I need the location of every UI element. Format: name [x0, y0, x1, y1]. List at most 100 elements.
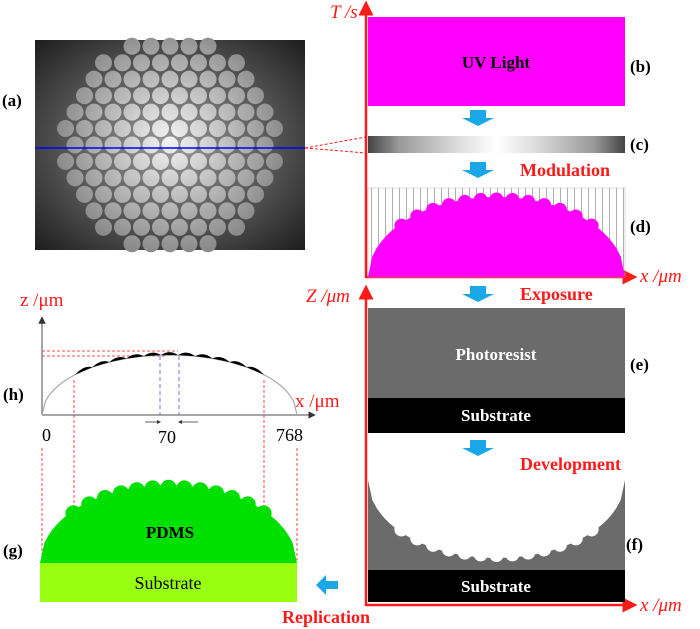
cavity-bump: [505, 547, 520, 562]
left-arrow-icon: [316, 575, 338, 595]
lens-dot: [171, 87, 188, 105]
lens-dot: [85, 136, 103, 154]
developed-cavity: [368, 480, 625, 562]
lens-dot: [95, 152, 112, 170]
lens-dot: [142, 103, 160, 121]
exposure-profile: [368, 192, 625, 277]
panel-f-label: (f): [626, 535, 643, 554]
lens-dot: [180, 136, 198, 154]
connector-line: [304, 136, 367, 149]
lens-dot: [161, 202, 179, 220]
lens-dot: [209, 120, 226, 138]
lens-dot: [57, 120, 74, 138]
h-y-axis-label: z /μm: [20, 290, 64, 311]
lens-dot: [133, 87, 150, 105]
lens-bump: [489, 192, 504, 207]
lens-dot: [218, 136, 236, 154]
lens-dot: [190, 120, 207, 138]
lens-dot: [76, 185, 93, 203]
lenslet: [143, 352, 161, 357]
lens-dot: [152, 218, 169, 236]
lens-dot: [247, 152, 264, 170]
lens-dot: [66, 169, 84, 187]
panel-h-label: (h): [3, 385, 24, 404]
pdms-microlens: [40, 479, 297, 563]
lens-bump: [568, 209, 583, 224]
t-axis-label: T /s: [330, 2, 358, 23]
lens-dot: [114, 185, 131, 203]
lens-dot: [228, 54, 245, 72]
panel-e-label: (e): [630, 355, 649, 374]
lens-bump: [457, 194, 472, 209]
connector-line: [304, 147, 367, 154]
lens-dot: [152, 87, 169, 105]
x-axis-top-label: x /μm: [639, 266, 682, 287]
base-profile: [41, 354, 298, 416]
lens-dot: [237, 103, 255, 121]
lens-dot: [218, 70, 236, 88]
lens-dot: [247, 120, 264, 138]
lens-bump: [410, 209, 425, 224]
lens-dot: [142, 136, 160, 154]
projection-lines: [41, 380, 298, 560]
lens-dot: [237, 202, 255, 220]
lens-dot: [76, 120, 93, 138]
lens-dot: [142, 37, 160, 55]
lens-dot: [142, 202, 160, 220]
lens-dot: [199, 37, 217, 55]
lens-dot: [85, 70, 103, 88]
lens-dot: [256, 103, 274, 121]
photoresist-text: Photoresist: [456, 345, 537, 364]
lens-dot: [133, 185, 150, 203]
lens-dot: [161, 70, 179, 88]
tick-768: 768: [276, 425, 303, 445]
substrate-text-g: Substrate: [135, 573, 202, 593]
surface-profile: [41, 352, 298, 416]
exposure-label: Exposure: [520, 284, 593, 304]
lens-dot: [114, 218, 131, 236]
lens-dot: [76, 87, 93, 105]
lens-dot: [171, 185, 188, 203]
photoresist-layer: [368, 308, 625, 398]
lens-dot: [95, 87, 112, 105]
cavity-bump: [473, 547, 488, 562]
lens-dot: [114, 120, 131, 138]
lens-dot: [66, 103, 84, 121]
lens-dot: [123, 202, 141, 220]
lens-dot: [161, 235, 179, 253]
dome-shape: [368, 197, 625, 277]
lens-bump: [160, 479, 177, 496]
lens-bump: [505, 193, 520, 208]
lens-dot: [161, 169, 179, 187]
lens-dot: [256, 169, 274, 187]
lens-dot: [199, 136, 217, 154]
lens-dot: [142, 169, 160, 187]
x-axis-bottom-label: x /μm: [639, 595, 682, 616]
lens-dot: [104, 202, 122, 220]
lens-bump: [537, 198, 552, 213]
tick-0: 0: [42, 425, 51, 445]
lenslet: [160, 352, 179, 356]
lens-dot: [180, 70, 198, 88]
modulation-label: Modulation: [520, 160, 610, 180]
lens-dot: [199, 70, 217, 88]
lens-dot: [180, 202, 198, 220]
lens-dot: [209, 218, 226, 236]
lens-bump: [223, 489, 240, 506]
lens-dot: [228, 120, 245, 138]
lens-dot: [180, 235, 198, 253]
cavity-bump: [457, 545, 472, 560]
lens-dot: [266, 152, 283, 170]
lens-dot: [114, 54, 131, 72]
lens-bump: [394, 218, 409, 233]
lens-dot: [228, 87, 245, 105]
lens-dot: [152, 120, 169, 138]
lens-dot: [152, 185, 169, 203]
lens-bump: [192, 482, 209, 499]
cavity-bump: [552, 537, 567, 552]
lenslet: [195, 354, 213, 359]
lens-dot: [199, 169, 217, 187]
panel-c-label: (c): [630, 135, 649, 154]
